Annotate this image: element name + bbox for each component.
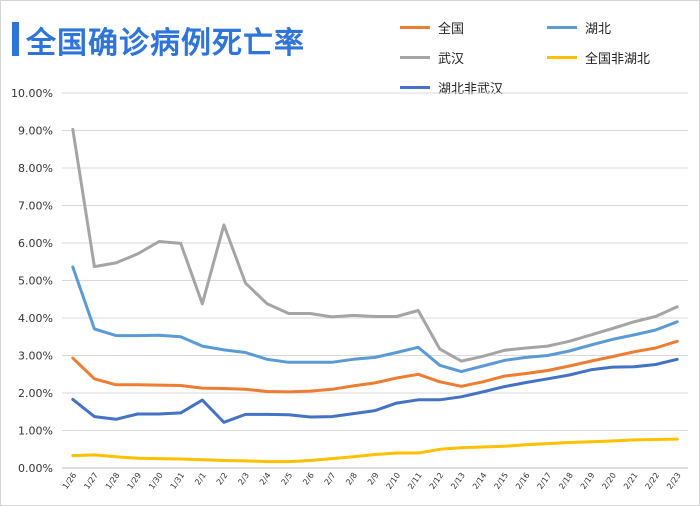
legend-label-national: 全国 <box>438 22 465 37</box>
x-tick-label: 2/2 <box>215 471 230 487</box>
chart-title: 全国确诊病例死亡率 <box>26 26 305 61</box>
x-tick-label: 1/29 <box>126 471 144 491</box>
x-tick-label: 2/3 <box>236 471 251 487</box>
x-tick-label: 1/31 <box>169 471 187 491</box>
x-tick-label: 2/13 <box>449 471 467 491</box>
y-tick-label: 10.00% <box>11 87 53 100</box>
series-line-0 <box>71 339 679 394</box>
x-tick-label: 2/14 <box>471 471 489 491</box>
x-tick-label: 2/12 <box>428 471 446 491</box>
y-tick-label: 0.00% <box>18 462 53 475</box>
y-tick-label: 8.00% <box>18 162 53 175</box>
x-tick-label: 2/6 <box>301 471 316 487</box>
legend-label-wuhan: 武汉 <box>438 52 465 67</box>
y-tick-label: 2.00% <box>18 387 53 400</box>
x-tick-label: 1/26 <box>61 471 79 491</box>
x-tick-label: 2/9 <box>366 471 381 487</box>
legend-item-wuhan: 武汉 <box>400 48 464 67</box>
title-accent-bar <box>12 22 19 56</box>
x-tick-label: 2/5 <box>280 471 295 487</box>
x-tick-label: 2/8 <box>344 471 359 487</box>
legend-swatch-non-hubei <box>547 56 577 59</box>
x-tick-label: 2/20 <box>600 471 618 491</box>
y-tick-label: 9.00% <box>18 125 53 138</box>
y-tick-label: 5.00% <box>18 275 53 288</box>
series-line-1 <box>71 265 679 374</box>
x-tick-label: 1/30 <box>147 471 165 491</box>
legend-label-hubei: 湖北 <box>585 22 612 37</box>
y-tick-label: 4.00% <box>18 312 53 325</box>
x-tick-label: 1/27 <box>82 471 100 491</box>
x-tick-label: 2/10 <box>385 471 403 491</box>
x-tick-label: 2/22 <box>644 471 662 491</box>
x-tick-label: 2/7 <box>323 471 338 487</box>
legend-swatch-hubei <box>547 26 577 29</box>
x-tick-label: 2/16 <box>514 471 532 491</box>
series-line-3 <box>71 437 679 464</box>
x-tick-label: 2/15 <box>492 471 510 491</box>
series-line-4 <box>71 357 679 424</box>
legend-item-national: 全国 <box>400 18 464 37</box>
x-tick-label: 1/28 <box>104 471 122 491</box>
x-tick-label: 2/23 <box>665 471 683 491</box>
legend-item-non-hubei: 全国非湖北 <box>547 48 650 67</box>
legend-label-non-hubei: 全国非湖北 <box>585 52 651 67</box>
y-tick-label: 7.00% <box>18 200 53 213</box>
x-tick-label: 2/17 <box>536 471 554 491</box>
series-line-2 <box>71 127 679 363</box>
legend-swatch-wuhan <box>400 56 430 59</box>
x-tick-label: 2/21 <box>622 471 640 491</box>
x-tick-label: 2/11 <box>406 471 424 491</box>
legend-swatch-national <box>400 26 430 29</box>
y-tick-label: 6.00% <box>18 237 53 250</box>
y-tick-label: 1.00% <box>18 425 53 438</box>
x-tick-label: 2/4 <box>258 471 273 487</box>
legend-swatch-hubei-non-wuhan <box>400 86 430 89</box>
y-tick-label: 3.00% <box>18 350 53 363</box>
x-tick-label: 2/1 <box>193 471 208 487</box>
legend-item-hubei: 湖北 <box>547 18 611 37</box>
x-tick-label: 2/19 <box>579 471 597 491</box>
x-tick-label: 2/18 <box>557 471 575 491</box>
